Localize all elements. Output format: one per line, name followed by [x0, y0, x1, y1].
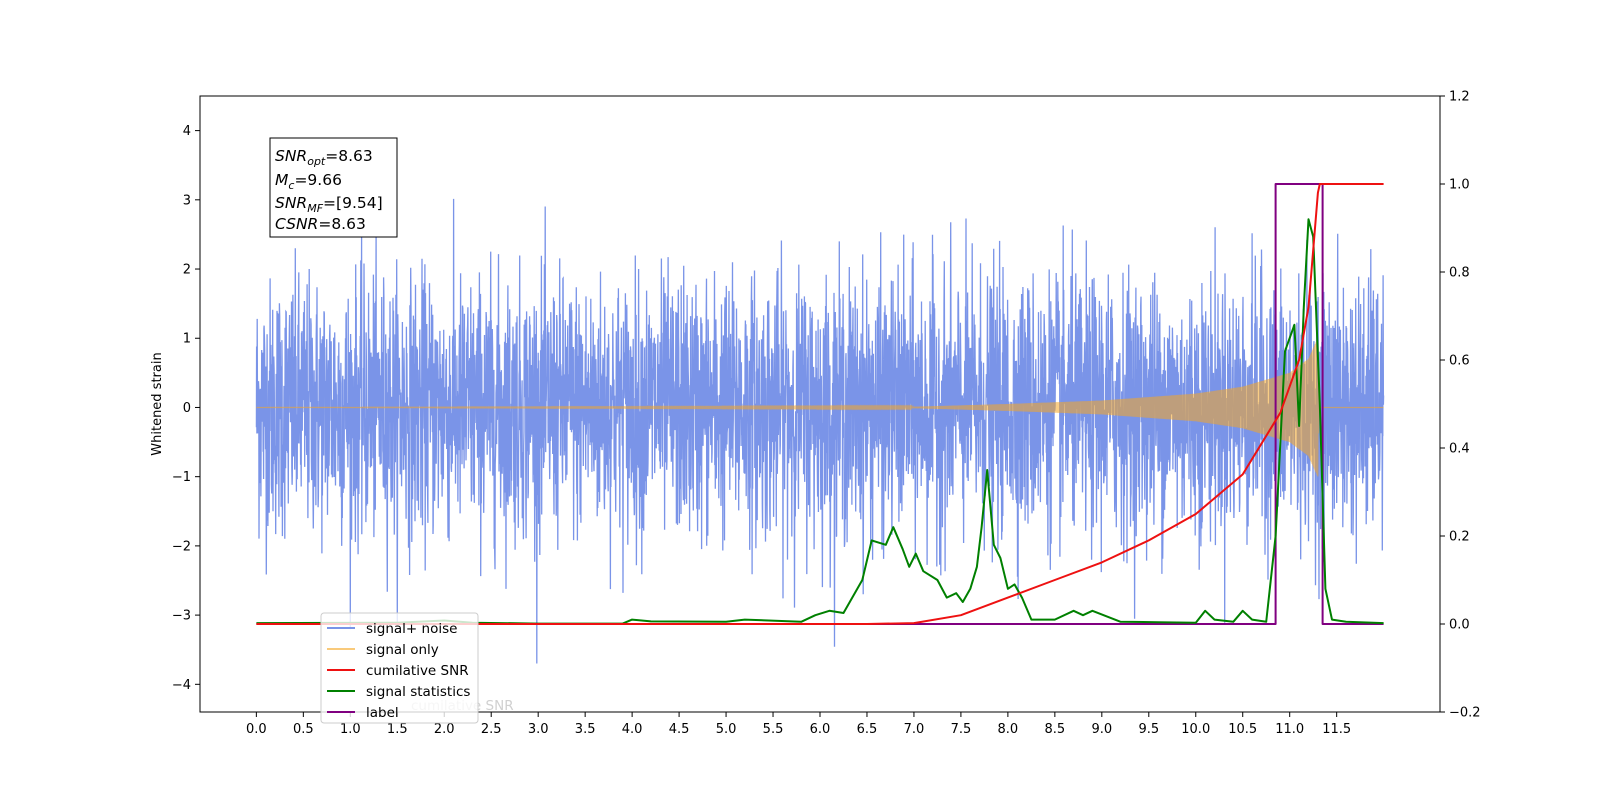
x-tick-label: 2.0 — [434, 722, 455, 737]
x-tick-label: 5.0 — [716, 722, 737, 737]
y-axis-right: −0.2 0.0 0.2 0.4 0.6 0.8 1.0 1.2 — [1440, 90, 1481, 721]
annotation-snr-mf: SNRMF=[9.54] — [275, 194, 383, 215]
annotation-box: SNRopt=8.63 Mc=9.66 SNRMF=[9.54] CSNR=8.… — [269, 137, 398, 238]
x-tick-label: 1.0 — [340, 722, 361, 737]
x-tick-label: 11.5 — [1322, 722, 1351, 737]
annotation-mc: Mc=9.66 — [275, 171, 342, 192]
y-right-tick-label: 0.4 — [1449, 442, 1470, 457]
x-tick-label: 5.5 — [763, 722, 784, 737]
y-left-tick-label: 3 — [183, 193, 191, 208]
x-tick-label: 6.0 — [810, 722, 831, 737]
series-signal-statistics-line — [256, 218, 1384, 625]
y-right-tick-label: 1.2 — [1449, 90, 1470, 105]
y-left-tick-label: −4 — [172, 678, 191, 693]
x-tick-label: 0.0 — [246, 722, 267, 737]
y-left-tick-label: 0 — [183, 401, 191, 416]
y-left-tick-label: −2 — [172, 539, 191, 554]
x-tick-label: 10.0 — [1181, 722, 1210, 737]
x-tick-label: 4.0 — [622, 722, 643, 737]
x-tick-label: 11.0 — [1275, 722, 1304, 737]
y-axis-left: −4 −3 −2 −1 0 1 2 3 4 — [172, 124, 200, 693]
x-tick-label: 9.0 — [1091, 722, 1112, 737]
legend-label: signal+ noise — [366, 621, 457, 637]
x-tick-label: 9.5 — [1138, 722, 1159, 737]
x-tick-label: 7.5 — [951, 722, 972, 737]
x-tick-label: 0.5 — [293, 722, 314, 737]
plot-area — [255, 183, 1385, 664]
x-tick-label: 8.5 — [1045, 722, 1066, 737]
x-tick-label: 8.0 — [998, 722, 1019, 737]
x-tick-label: 7.0 — [904, 722, 925, 737]
y-right-tick-label: 0.8 — [1449, 266, 1470, 281]
x-tick-label: 2.5 — [481, 722, 502, 737]
y-right-tick-label: 1.0 — [1449, 178, 1470, 193]
series-label-line — [256, 183, 1384, 625]
x-tick-label: 3.0 — [528, 722, 549, 737]
y-axis-label: Whitened strain — [150, 352, 165, 455]
legend-label: signal statistics — [366, 684, 470, 700]
y-left-tick-label: −3 — [172, 609, 191, 624]
y-left-tick-label: 2 — [183, 263, 191, 278]
annotation-csnr: CSNR=8.63 — [275, 215, 366, 233]
x-tick-label: 6.5 — [857, 722, 878, 737]
series-cumilative-snr-line — [256, 183, 1384, 625]
y-right-tick-label: 0.2 — [1449, 530, 1470, 545]
legend-label: cumilative SNR — [366, 663, 469, 679]
y-right-tick-label: 0.0 — [1449, 618, 1470, 633]
x-tick-label: 10.5 — [1228, 722, 1257, 737]
y-right-tick-label: −0.2 — [1449, 706, 1481, 721]
legend-label: label — [366, 705, 399, 721]
x-tick-label: 3.5 — [575, 722, 596, 737]
x-axis: 0.0 0.5 1.0 1.5 2.0 2.5 3.0 3.5 4.0 4.5 5.0 5.5 6.0 6… — [246, 712, 1351, 737]
annotation-snr-opt: SNRopt=8.63 — [275, 147, 373, 168]
legend-label: signal only — [366, 642, 439, 658]
x-tick-label: 4.5 — [669, 722, 690, 737]
series-signal-only-line — [256, 339, 1384, 477]
y-left-tick-label: −1 — [172, 470, 191, 485]
y-left-tick-label: 4 — [183, 124, 191, 139]
x-tick-label: 1.5 — [387, 722, 408, 737]
y-left-tick-label: 1 — [183, 332, 191, 347]
y-right-tick-label: 0.6 — [1449, 354, 1470, 369]
